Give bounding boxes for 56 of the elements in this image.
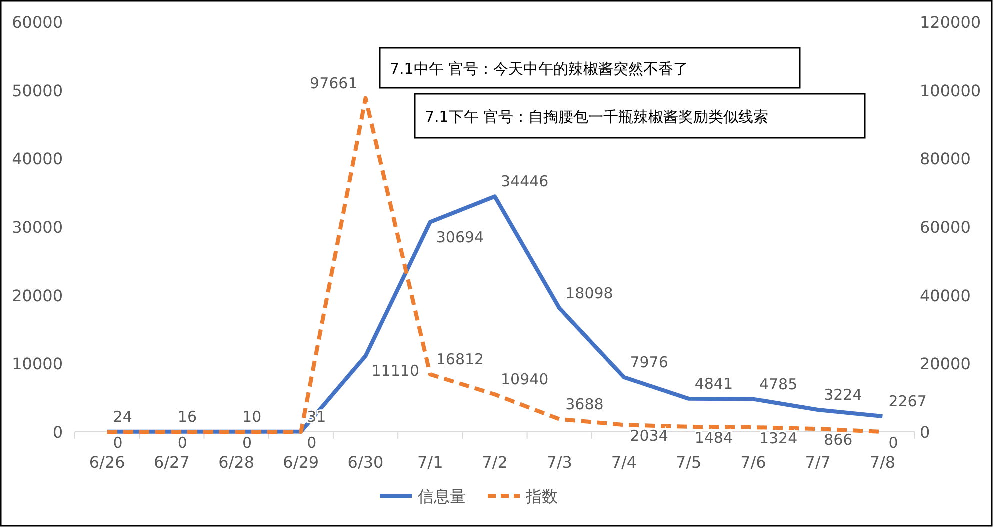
data-label: 16812 (436, 350, 484, 369)
x-tick-label: 7/7 (805, 453, 831, 472)
data-label: 0 (178, 434, 188, 452)
data-label: 97661 (310, 74, 358, 92)
legend-label: 信息量 (418, 487, 466, 506)
y-tick-label: 10000 (12, 354, 63, 374)
data-label: 3224 (824, 386, 862, 404)
data-label: 18098 (566, 284, 614, 302)
y2-tick-label: 0 (920, 423, 930, 442)
x-tick-label: 6/27 (154, 453, 190, 472)
x-tick-label: 6/28 (218, 453, 255, 472)
data-label: 16 (178, 408, 198, 426)
data-label: 11110 (372, 362, 420, 380)
y-tick-label: 0 (52, 423, 63, 442)
x-tick-label: 7/6 (740, 453, 766, 472)
data-label: 1484 (694, 428, 734, 447)
data-label: 4785 (759, 375, 798, 394)
x-tick-label: 6/30 (348, 453, 384, 472)
data-label: 34446 (501, 172, 549, 191)
data-label: 4841 (694, 374, 734, 393)
x-tick-label: 7/1 (418, 453, 444, 472)
data-label: 0 (307, 434, 317, 452)
data-label: 10 (242, 408, 262, 426)
data-label: 866 (824, 431, 853, 450)
data-label: 2267 (888, 392, 927, 411)
y2-tick-label: 40000 (920, 286, 971, 306)
y-tick-label: 30000 (12, 218, 63, 237)
x-tick-label: 7/8 (870, 453, 896, 472)
x-tick-label: 7/2 (482, 453, 508, 472)
annotation: 7.1中午 官号：今天中午的辣椒酱突然不香了 (390, 60, 689, 78)
legend-label: 指数 (525, 487, 558, 506)
y-tick-label: 20000 (12, 286, 63, 306)
y2-tick-label: 120000 (920, 13, 982, 32)
annotation: 7.1下午 官号：自掏腰包一千瓶辣椒酱奖励类似线索 (425, 108, 769, 126)
data-label: 1324 (759, 429, 798, 448)
data-label: 2034 (630, 427, 668, 446)
data-label: 7976 (630, 353, 668, 372)
y-tick-label: 40000 (12, 150, 63, 169)
x-tick-label: 7/3 (546, 453, 572, 472)
y2-tick-label: 80000 (920, 150, 971, 169)
y-tick-label: 60000 (12, 13, 63, 32)
y-tick-label: 50000 (12, 81, 63, 100)
data-label: 3688 (566, 395, 604, 414)
y2-tick-label: 20000 (920, 354, 971, 374)
x-tick-label: 6/29 (283, 453, 320, 472)
y2-tick-label: 60000 (920, 218, 971, 237)
data-label: 0 (888, 434, 898, 452)
data-label: 0 (242, 434, 252, 452)
x-tick-label: 7/5 (676, 453, 702, 472)
data-label: 30694 (436, 228, 484, 246)
data-label: 24 (113, 408, 132, 426)
data-label: 10940 (501, 370, 549, 389)
x-tick-label: 7/4 (611, 453, 638, 472)
data-label: 0 (113, 434, 123, 452)
x-tick-label: 6/26 (89, 453, 126, 472)
y2-tick-label: 100000 (920, 81, 982, 100)
